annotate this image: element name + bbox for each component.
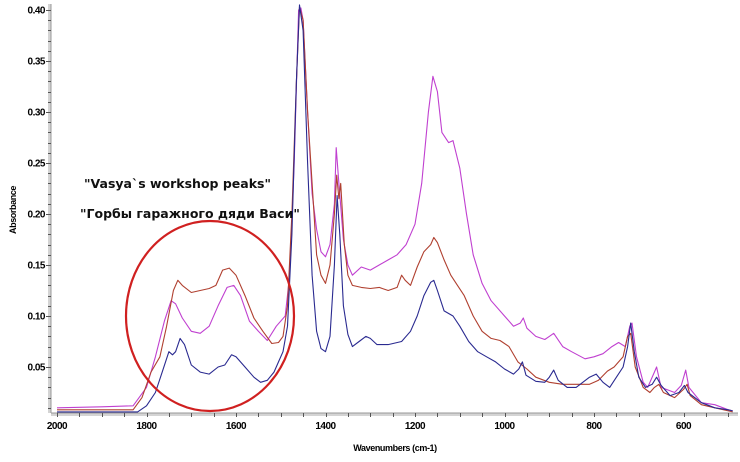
y-axis: 0.05 0.10 0.15 0.20 0.25 0.30 0.35 0.40 [28,4,52,413]
y-tick-label: 0.25 [28,159,46,170]
series-line-3 [57,4,733,413]
y-tick-label: 0.30 [28,108,46,119]
x-axis-title: Wavenumbers (cm-1) [353,443,437,453]
y-tick-label: 0.10 [28,312,46,323]
annotation-english: "Vasya`s workshop peaks" [84,176,271,191]
y-tick-label: 0.15 [28,261,46,272]
y-axis-title: Absorbance [8,186,18,234]
x-tick-label: 1800 [136,421,157,432]
x-tick-label: 1400 [315,421,336,432]
annotation-russian: "Горбы гаражного дяди Васи" [80,206,300,221]
y-tick-label: 0.35 [28,57,46,68]
x-tick-label: 800 [586,421,602,432]
y-tick-label: 0.20 [28,210,46,221]
highlight-ellipse [124,219,296,413]
x-tick-label: 1200 [405,421,426,432]
x-tick-label: 600 [676,421,692,432]
x-tick-label: 1600 [226,421,247,432]
y-tick-label: 0.05 [28,363,46,374]
series-layer [56,4,733,413]
x-tick-label: 1000 [494,421,515,432]
x-axis: 2000 1800 1600 1400 1200 1000 800 600 [47,412,738,432]
x-tick-label: 2000 [47,421,68,432]
y-tick-label: 0.40 [28,6,46,17]
series-line-2 [57,6,733,413]
